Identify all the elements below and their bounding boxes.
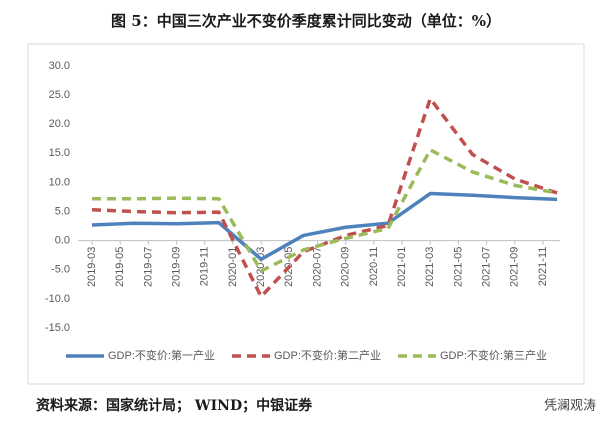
y-tick-label: 25.0: [49, 89, 70, 101]
x-tick-label: 2019-11: [199, 247, 211, 287]
y-tick-label: 20.0: [49, 118, 70, 130]
legend-label: GDP:不变价:第一产业: [108, 348, 215, 362]
chart-title: 图 5：中国三次产业不变价季度累计同比变动（单位：%）: [111, 12, 501, 30]
y-tick-label: -15.0: [45, 322, 70, 334]
y-tick-label: 10.0: [49, 176, 70, 188]
x-tick-label: 2020-11: [368, 247, 380, 287]
x-tick-label: 2021-07: [481, 247, 493, 287]
x-tick-label: 2019-09: [170, 247, 182, 287]
x-tick-label: 2020-03: [255, 247, 267, 287]
y-tick-label: 30.0: [49, 60, 70, 72]
source: 资料来源：国家统计局； WIND；中银证券: [36, 397, 313, 414]
series-line: [92, 148, 558, 273]
x-tick-label: 2021-01: [396, 247, 408, 287]
y-tick-label: 15.0: [49, 147, 70, 159]
y-tick-label: 5.0: [55, 205, 70, 217]
plot-frame: [27, 43, 585, 385]
x-tick-label: 2021-03: [424, 247, 436, 287]
y-tick-label: -5.0: [51, 264, 70, 276]
y-tick-label: 0.0: [55, 235, 70, 247]
legend-label: GDP:不变价:第三产业: [440, 348, 547, 362]
x-tick-label: 2019-07: [142, 247, 154, 287]
x-tick-label: 2019-03: [86, 247, 98, 287]
x-tick-label: 2020-07: [311, 247, 323, 287]
x-tick-label: 2020-01: [227, 247, 239, 287]
y-tick-label: -10.0: [45, 293, 70, 305]
legend-label: GDP:不变价:第二产业: [274, 348, 381, 362]
x-tick-label: 2019-05: [114, 247, 126, 287]
x-tick-label: 2020-09: [340, 247, 352, 287]
x-tick-label: 2021-11: [537, 247, 549, 287]
series-line: [91, 191, 558, 262]
series-line: [91, 96, 558, 299]
x-tick-label: 2021-09: [509, 247, 521, 287]
x-tick-label: 2021-05: [452, 247, 464, 287]
watermark: 凭澜观涛: [544, 397, 596, 412]
